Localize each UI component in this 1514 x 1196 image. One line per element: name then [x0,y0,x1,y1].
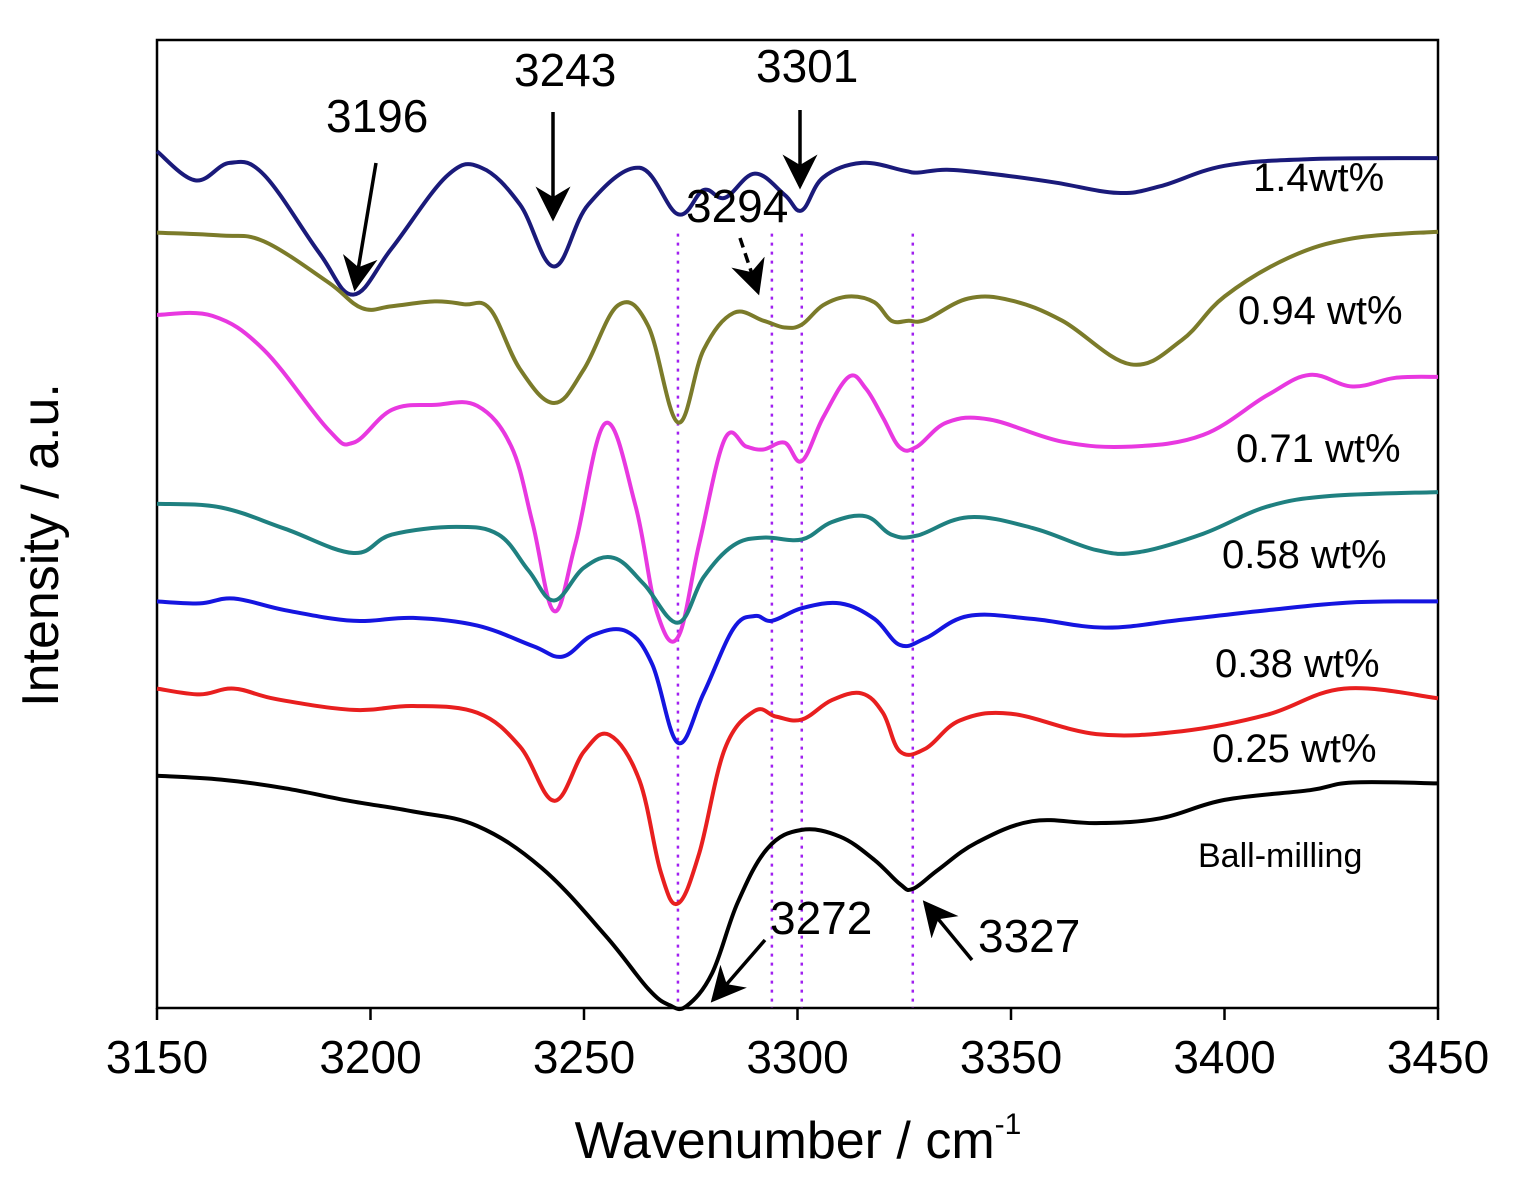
x-tick-label-3350: 3350 [960,1031,1062,1083]
series-line-0-58-wt- [156,490,1439,625]
x-tick-label-3200: 3200 [319,1031,421,1083]
x-axis-ticks: 3150 3200 3250 3300 3350 3400 3450 [106,1008,1489,1083]
series-line-0-71-wt- [156,310,1439,644]
series-line-0-38-wt- [156,596,1439,746]
series-line-1-4wt- [155,149,1439,297]
annotation-3243: 3243 [514,44,616,96]
x-tick-label-3300: 3300 [746,1031,848,1083]
x-axis-title: Wavenumber / cm-1 [575,1108,1022,1170]
series-line-0-94-wt- [156,229,1439,425]
series-line-ball-milling [156,773,1439,1012]
series-label-1-4wt: 1.4wt% [1253,156,1384,200]
series-label-0-71wt: 0.71 wt% [1236,427,1401,471]
series-line-0-25-wt- [156,686,1439,907]
series-label-0-58wt: 0.58 wt% [1222,533,1387,577]
annotation-3327-arrow [922,900,974,962]
annotation-3294-arrow [731,237,765,296]
series-label-ball-milling: Ball-milling [1198,837,1362,875]
annotation-3294: 3294 [686,180,788,232]
annotation-3196: 3196 [326,90,428,142]
annotation-3272-arrow [710,938,767,1003]
series-labels: 1.4wt% 0.94 wt% 0.71 wt% 0.58 wt% 0.38 w… [1198,156,1403,875]
annotations: 3196 3243 3301 3294 3272 3327 [326,40,1080,1003]
annotation-3272: 3272 [770,892,872,944]
x-tick-label-3450: 3450 [1387,1031,1489,1083]
series-group [155,149,1439,1012]
annotation-3196-arrow [342,162,378,292]
series-label-0-25wt: 0.25 wt% [1212,727,1377,771]
x-tick-label-3150: 3150 [106,1031,208,1083]
annotation-3301: 3301 [756,40,858,92]
series-label-0-94wt: 0.94 wt% [1238,289,1403,333]
annotation-3327: 3327 [978,910,1080,962]
x-axis-title-superscript: -1 [995,1108,1022,1141]
x-tick-label-3250: 3250 [533,1031,635,1083]
series-label-0-38wt: 0.38 wt% [1215,642,1380,686]
y-axis-title: Intensity / a.u. [12,383,70,707]
x-tick-label-3400: 3400 [1173,1031,1275,1083]
